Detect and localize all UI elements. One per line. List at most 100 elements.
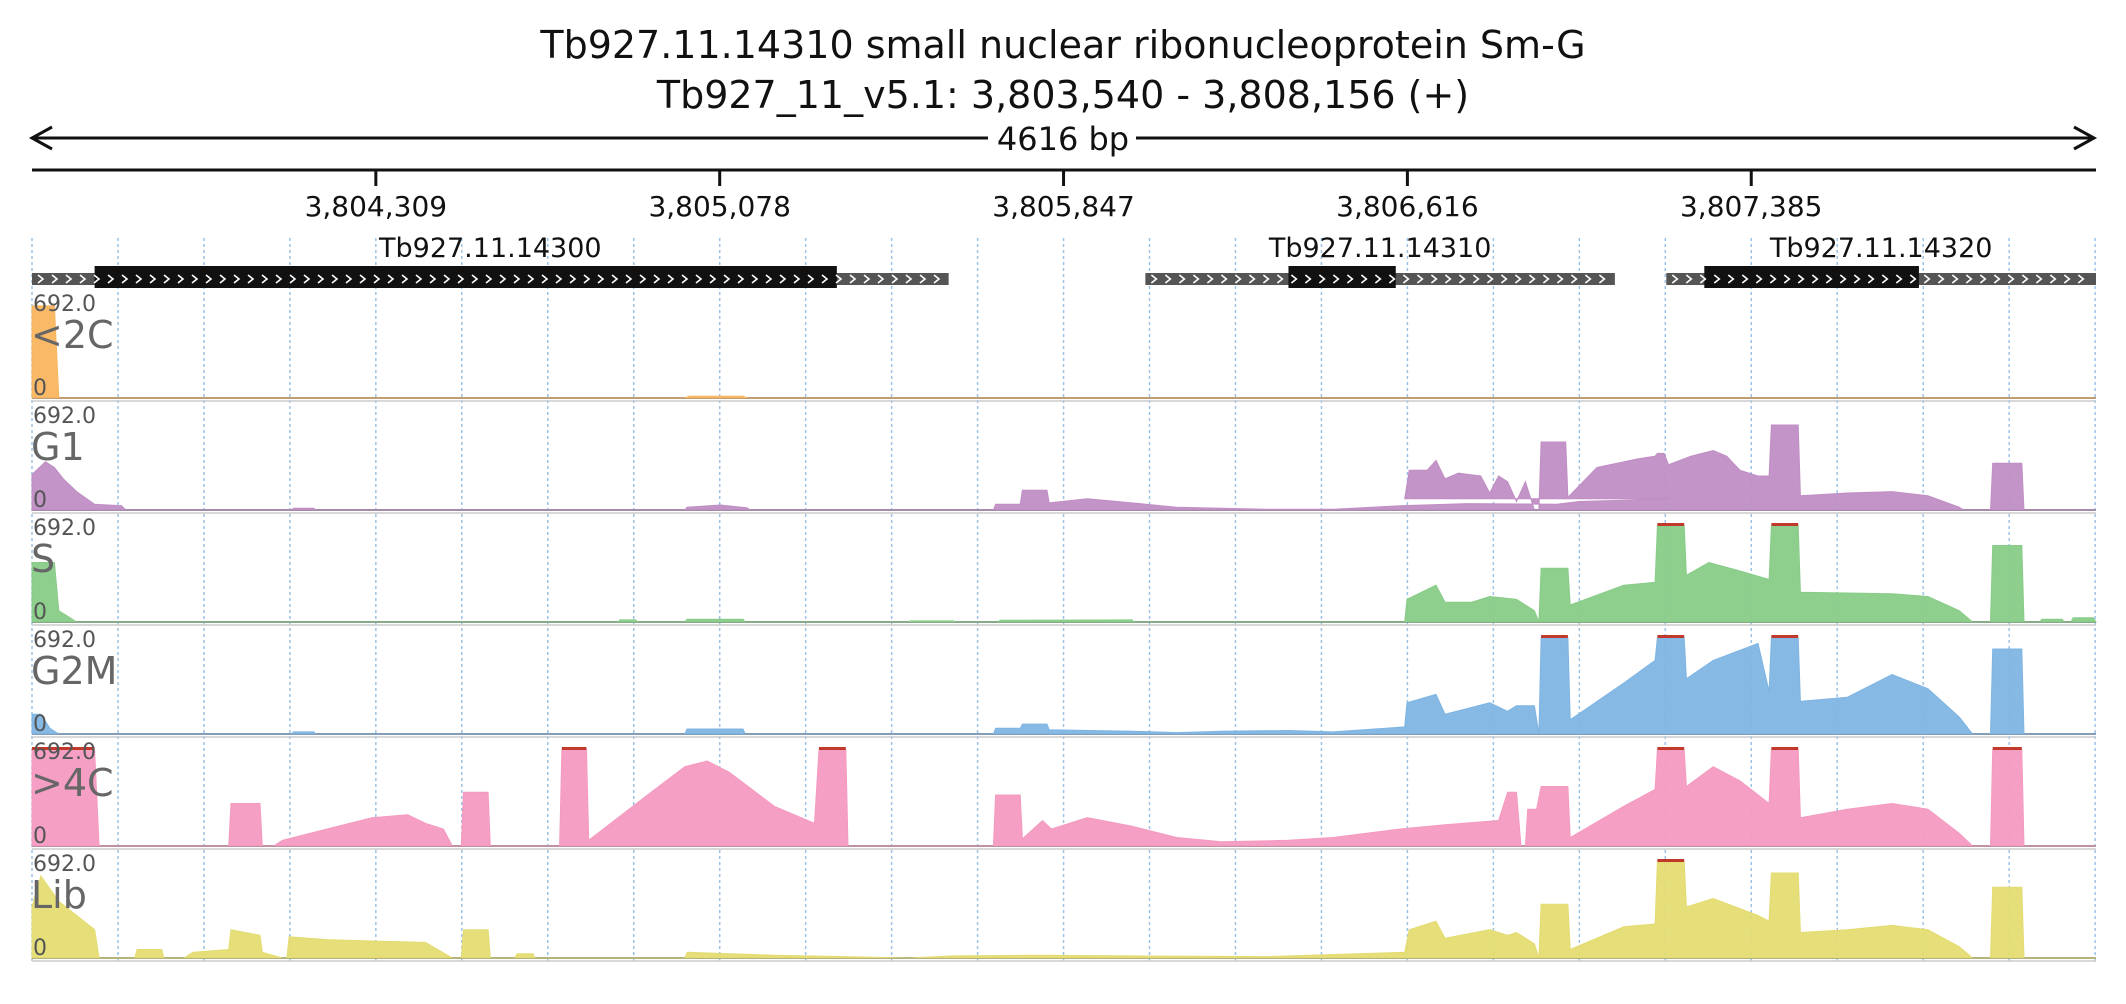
chevron-right-icon (1150, 274, 1158, 284)
chevron-right-icon (1570, 274, 1578, 284)
coverage-area (31, 305, 2096, 399)
chevron-right-icon (471, 274, 479, 284)
span-length-label: 4616 bp (997, 120, 1129, 158)
gene-track: Tb927.11.14300 Tb927.11.14310 Tb927.11.143… (32, 233, 2096, 288)
clip-marker (1541, 635, 1568, 638)
chevron-right-icon (485, 274, 493, 284)
chevron-right-icon (835, 274, 843, 284)
track-1: 692.0G1 0 (31, 404, 2096, 514)
chevron-right-icon (891, 274, 899, 284)
chevron-right-icon (1248, 274, 1256, 284)
chevron-right-icon (1458, 274, 1466, 284)
chevron-right-icon (1514, 274, 1522, 284)
chevron-right-icon (93, 274, 101, 284)
track-min-label: 0 (33, 936, 47, 961)
chevron-right-icon (1699, 274, 1707, 284)
chevron-right-icon (135, 274, 143, 284)
arrow-left-icon (28, 125, 53, 151)
chevron-right-icon (1839, 274, 1847, 284)
chevron-right-icon (37, 274, 45, 284)
chevron-right-icon (709, 274, 717, 284)
chevron-right-icon (569, 274, 577, 284)
chevron-right-icon (1290, 274, 1298, 284)
chevron-right-icon (373, 274, 381, 284)
chevron-right-icon (1881, 274, 1889, 284)
track-name: Lib (31, 873, 87, 917)
chevron-right-icon (79, 274, 87, 284)
chevron-right-icon (905, 274, 913, 284)
gene-title: Tb927.11.14310 small nuclear ribonucleop… (539, 23, 1585, 67)
track-2: 692.0S 0 (31, 516, 2097, 626)
chevron-right-icon (1923, 274, 1931, 284)
track-name: G1 (31, 425, 85, 469)
chevron-right-icon (1318, 274, 1326, 284)
chevron-right-icon (667, 274, 675, 284)
strand-chevron-icons (37, 274, 941, 284)
track-min-label: 0 (33, 712, 47, 737)
chevron-right-icon (275, 274, 283, 284)
chevron-right-icon (933, 274, 941, 284)
clip-marker (1992, 747, 2022, 750)
chevron-right-icon (205, 274, 213, 284)
strand-chevron-icons (1671, 274, 2085, 284)
track-max-label: 692.0 (33, 628, 96, 653)
span-arrow: 4616 bp (28, 120, 2098, 158)
chevron-right-icon (1965, 274, 1973, 284)
tick-group: 3,804,309 3,805,078 3,805,847 3,806,616 3,80… (305, 170, 1823, 223)
chevron-right-icon (1416, 274, 1424, 284)
chevron-right-icon (233, 274, 241, 284)
chevron-right-icon (1304, 274, 1312, 284)
chevron-right-icon (555, 274, 563, 284)
track-max-label: 692.0 (33, 516, 96, 541)
coverage-area (31, 637, 2096, 735)
chevron-right-icon (1951, 274, 1959, 284)
chevron-right-icon (415, 274, 423, 284)
chevron-right-icon (1584, 274, 1592, 284)
clip-marker (561, 747, 587, 750)
chevron-right-icon (1374, 274, 1382, 284)
clip-marker (818, 747, 846, 750)
track-min-label: 0 (33, 376, 47, 401)
chevron-right-icon (1741, 274, 1749, 284)
chevron-right-icon (1220, 274, 1228, 284)
track-max-label: 692.0 (33, 740, 96, 765)
chevron-right-icon (597, 274, 605, 284)
track-min-label: 0 (33, 824, 47, 849)
chevron-right-icon (639, 274, 647, 284)
chevron-right-icon (1993, 274, 2001, 284)
chevron-right-icon (1360, 274, 1368, 284)
chevron-right-icon (163, 274, 171, 284)
chevron-right-icon (1979, 274, 1987, 284)
chevron-right-icon (443, 274, 451, 284)
chevron-right-icon (107, 274, 115, 284)
tick-label: 3,804,309 (305, 190, 448, 223)
track-name: <2C (31, 313, 114, 357)
chevron-right-icon (807, 274, 815, 284)
chevron-right-icon (1430, 274, 1438, 284)
chevron-right-icon (1937, 274, 1945, 284)
chevron-right-icon (863, 274, 871, 284)
gene-label: Tb927.11.14310 (1268, 233, 1492, 264)
chevron-right-icon (849, 274, 857, 284)
chevron-right-icon (2035, 274, 2043, 284)
chevron-right-icon (681, 274, 689, 284)
clip-marker (1771, 747, 1799, 750)
chevron-right-icon (401, 274, 409, 284)
locus-label: Tb927_11_v5.1: 3,803,540 - 3,808,156 (+) (656, 73, 1469, 117)
chevron-right-icon (261, 274, 269, 284)
chevron-right-icon (303, 274, 311, 284)
chevron-right-icon (1542, 274, 1550, 284)
gene-cds (1288, 266, 1396, 288)
chevron-right-icon (1685, 274, 1693, 284)
chevron-right-icon (149, 274, 157, 284)
chevron-right-icon (345, 274, 353, 284)
chevron-right-icon (751, 274, 759, 284)
chevron-right-icon (1867, 274, 1875, 284)
chevron-right-icon (695, 274, 703, 284)
chevron-right-icon (1671, 274, 1679, 284)
chevron-right-icon (527, 274, 535, 284)
chevron-right-icon (919, 274, 927, 284)
